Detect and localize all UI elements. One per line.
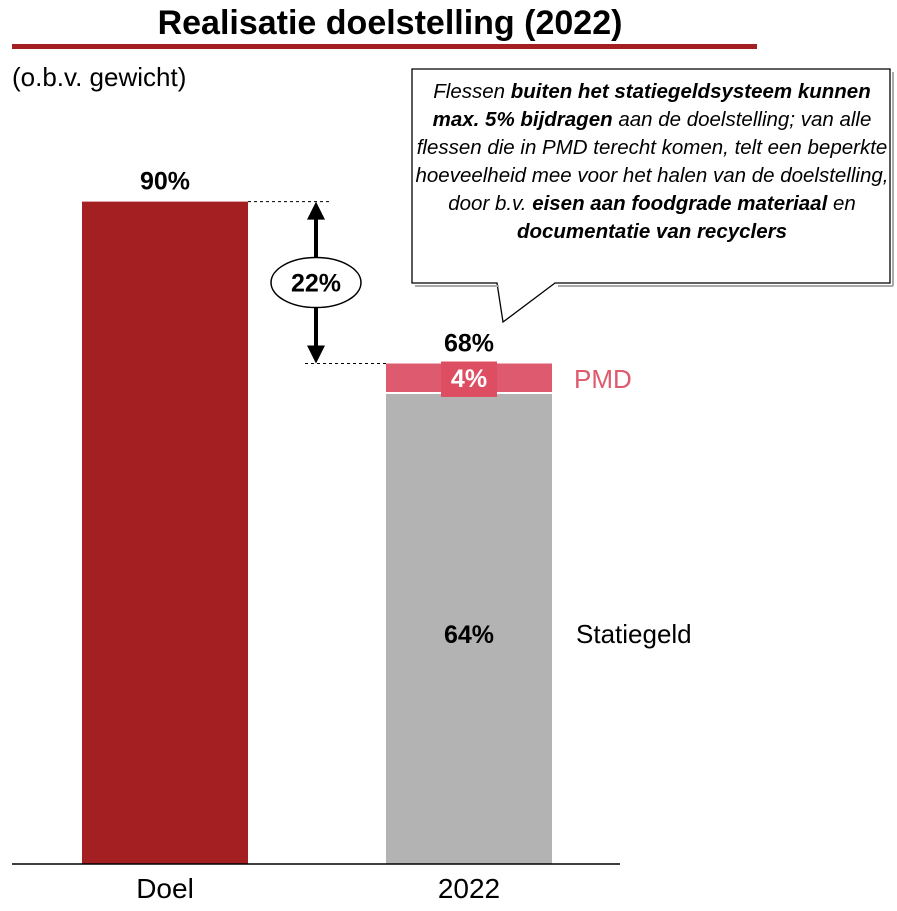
segment-label-statiegeld: 64% bbox=[444, 621, 494, 649]
gap-arrowhead-down bbox=[307, 345, 325, 364]
bar-doel bbox=[82, 201, 248, 865]
callout-fragment: aan de doelstelling; van alle flessen di… bbox=[415, 108, 889, 215]
gap-label-ellipse bbox=[270, 256, 362, 309]
series-label-statiegeld: Statiegeld bbox=[576, 619, 692, 649]
callout-emphasis: eisen aan foodgrade materiaal bbox=[532, 192, 828, 215]
total-label-doel: 90% bbox=[140, 168, 190, 196]
series-label-pmd: PMD bbox=[574, 364, 632, 394]
callout-emphasis: documentatie van recyclers bbox=[516, 220, 788, 243]
chart-subtitle: (o.b.v. gewicht) bbox=[12, 62, 187, 92]
bar-2022-statiegeld bbox=[386, 392, 552, 864]
segment-label-pmd: 4% bbox=[451, 365, 487, 393]
callout-text: Flessen buiten het statiegeldsysteem kun… bbox=[412, 78, 892, 246]
callout-emphasis: buiten het statiegeldsysteem kunnen max.… bbox=[432, 80, 871, 131]
pmd-label-box bbox=[441, 361, 497, 397]
category-label-2022: 2022 bbox=[438, 873, 500, 904]
title-underline bbox=[12, 44, 757, 49]
chart-title: Realisatie doelstelling (2022) bbox=[157, 4, 623, 42]
gap-arrowhead-up bbox=[307, 201, 325, 220]
callout-fragment: Flessen bbox=[433, 80, 511, 103]
callout-fragment: en bbox=[827, 192, 856, 215]
gap-label: 22% bbox=[291, 270, 341, 298]
total-label-2022: 68% bbox=[444, 330, 494, 358]
callout-box bbox=[411, 68, 891, 324]
category-label-doel: Doel bbox=[136, 873, 194, 904]
